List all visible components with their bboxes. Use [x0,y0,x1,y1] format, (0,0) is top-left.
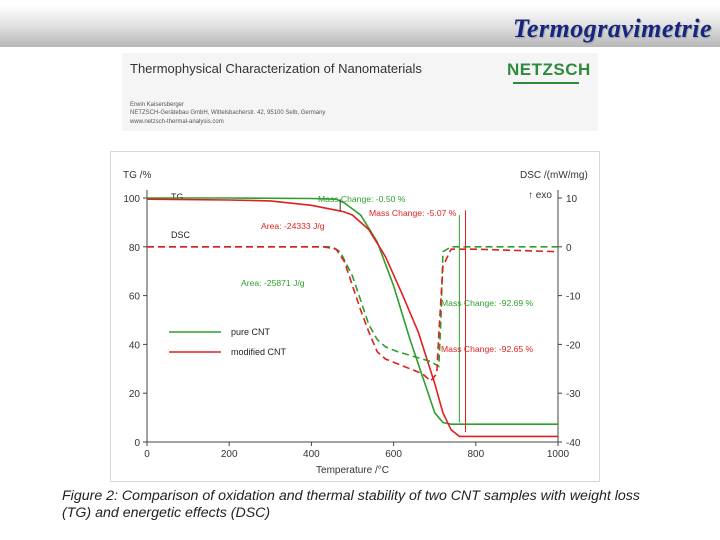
annotation-5: Mass Change: -92.69 % [441,298,534,308]
slide-title-bar: Termogravimetrie [0,5,720,47]
modified-cnt-dsc-line [147,246,559,383]
y2-tick-label: -40 [566,438,581,449]
y2-tick-label: -30 [566,389,581,400]
x-axis-label: Temperature /°C [316,465,389,476]
annotation-1: Mass Change: -0.50 % [318,194,406,204]
author-name: Erwin Kaisersberger [130,102,185,108]
annotation-2: Mass Change: -5.07 % [369,208,457,218]
x-tick-label: 600 [385,449,402,460]
y2-tick-label: -10 [566,292,581,303]
y2-tick-label: 10 [566,194,578,205]
paper-header: Thermophysical Characterization of Nanom… [122,53,598,131]
figure-caption: Figure 2: Comparison of oxidation and th… [62,488,640,521]
exo-label: ↑ exo [528,190,552,201]
dsc-curve-label: DSC [171,230,191,240]
paper-heading: Thermophysical Characterization of Nanom… [130,61,422,76]
legend-pure-label: pure CNT [231,327,271,337]
y-tick-label: 100 [123,194,140,205]
company-address: NETZSCH-Gerätebau GmbH, Wittelsbacherstr… [130,110,326,116]
y-tick-label: 40 [129,340,141,351]
pure-cnt-dsc-line [147,246,558,368]
pure-cnt-tg-line [147,197,558,425]
y2-axis-label: DSC /(mW/mg) [520,170,588,181]
y-tick-label: 20 [129,389,141,400]
legend-modified-label: modified CNT [231,347,287,357]
tg-dsc-chart: 0 200 400 600 800 1000020406080100-40-30-20-1… [123,170,588,476]
y-tick-label: 60 [129,292,141,303]
y2-tick-label: 0 [566,243,572,254]
netzsch-logo: NETZSCH [507,57,591,93]
annotation-3: Area: -24333 J/g [261,221,325,231]
logo-text: NETZSCH [507,60,591,79]
y-tick-label: 80 [129,243,141,254]
x-tick-label: 0 [144,449,150,460]
x-tick-label: 800 [467,449,484,460]
x-tick-label: 1000 [547,449,570,460]
tg-curve-label: TG [171,192,184,202]
chart-frame: 0 200 400 600 800 1000 0 20 40 60 80 100 -40 -30 -20 -1… [110,151,600,482]
x-tick-label: 200 [221,449,238,460]
y-axis-label: TG /% [123,170,151,181]
slide-title: Termogravimetrie [512,14,712,43]
x-tick-label: 400 [303,449,320,460]
y-tick-label: 0 [134,438,140,449]
logo-underline [513,82,579,84]
annotation-4: Area: -25871 J/g [241,278,305,288]
company-website: www.netzsch-thermal-analysis.com [130,119,224,125]
annotation-6: Mass Change: -92.65 % [441,344,534,354]
modified-cnt-tg-line [146,198,558,438]
y2-tick-label: -20 [566,340,581,351]
